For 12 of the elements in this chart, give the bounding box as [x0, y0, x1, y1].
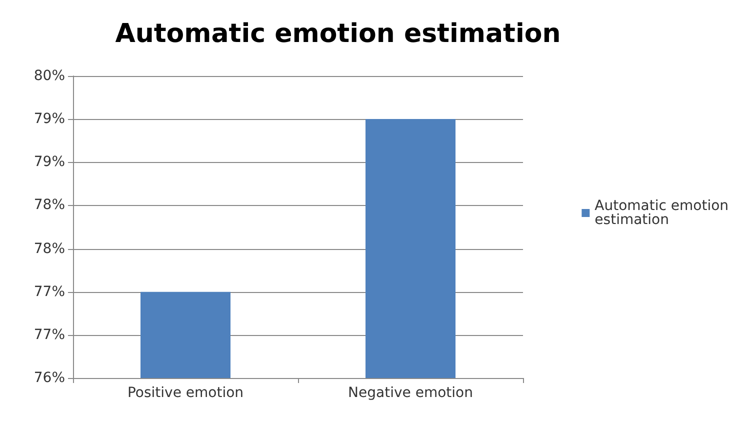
y-tick-label: 76%	[34, 370, 65, 386]
y-tick-label: 79%	[34, 111, 65, 128]
y-tick-label: 77%	[34, 326, 65, 343]
y-tick-label: 78%	[34, 240, 65, 257]
y-tick-label: 80%	[34, 68, 65, 84]
y-tick-label: 79%	[34, 154, 65, 170]
y-tick-label: 77%	[34, 284, 65, 300]
x-tick-label: Positive emotion	[127, 385, 244, 401]
x-tick-label: Negative emotion	[348, 385, 473, 401]
legend-label: Automatic emotion estimation	[594, 198, 734, 228]
chart-title: Automatic emotion estimation	[115, 19, 561, 49]
y-tick-label: 78%	[34, 197, 65, 214]
